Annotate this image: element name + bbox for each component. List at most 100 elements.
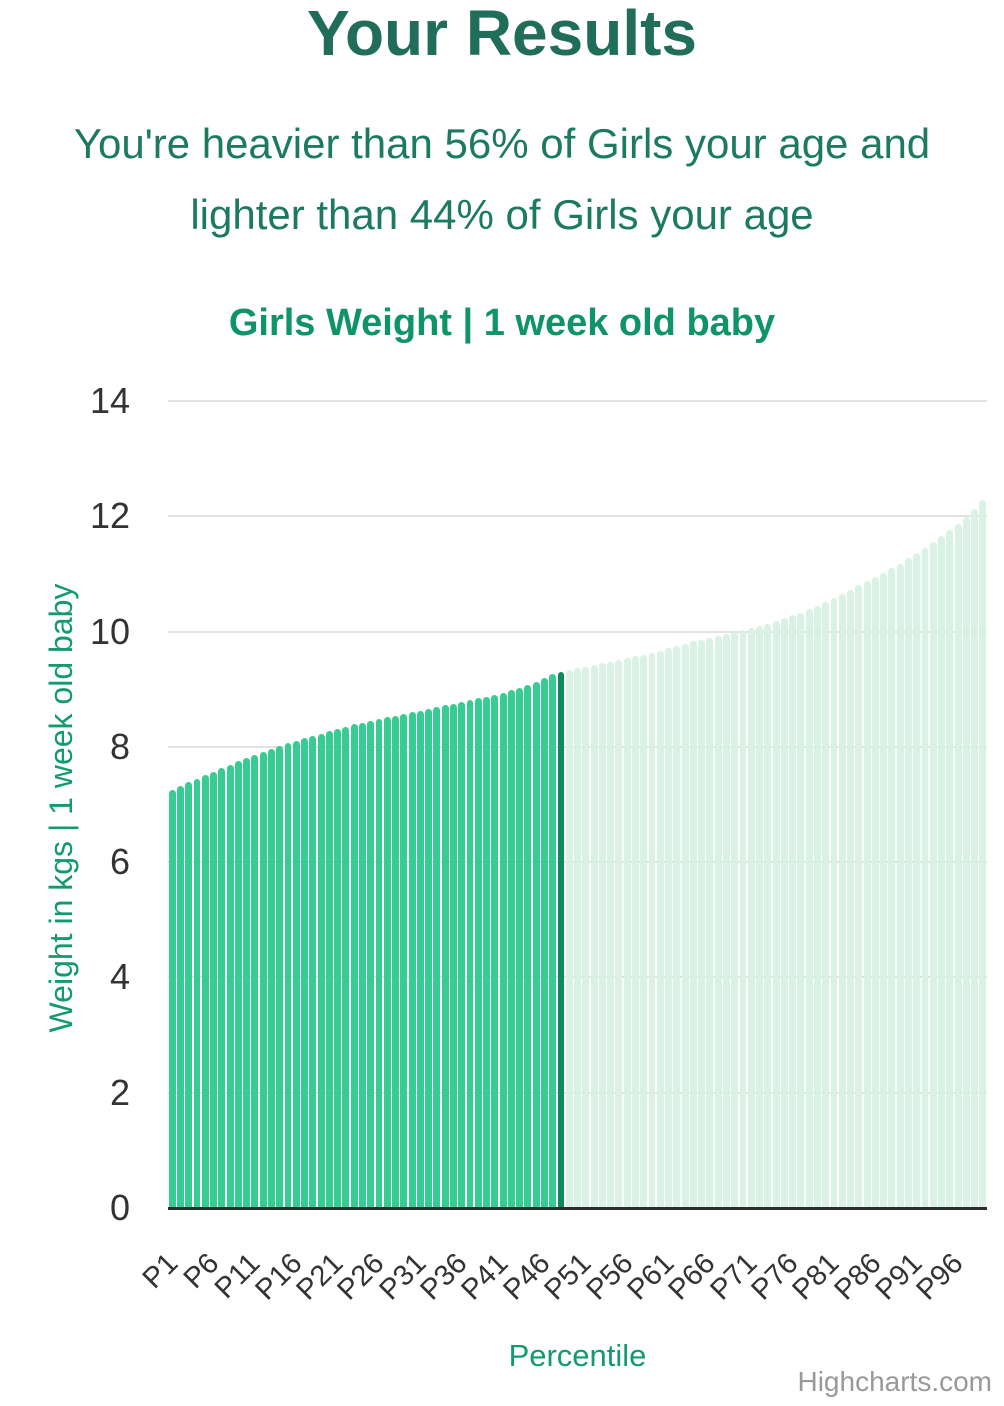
bar-P12[interactable]: [259, 752, 267, 1208]
bar-P51[interactable]: [582, 666, 590, 1208]
bar-P50[interactable]: [574, 668, 582, 1208]
bar-P45[interactable]: [532, 681, 540, 1208]
bar-P91[interactable]: [913, 553, 921, 1208]
bar-P4[interactable]: [193, 778, 201, 1208]
bar-P10[interactable]: [243, 757, 251, 1208]
bar-P56[interactable]: [623, 658, 631, 1208]
bar-P66[interactable]: [706, 637, 714, 1208]
bar-P18[interactable]: [309, 735, 317, 1208]
bar-P34[interactable]: [441, 705, 449, 1208]
bar-P44[interactable]: [524, 685, 532, 1208]
bar-P8[interactable]: [226, 764, 234, 1208]
bar-P13[interactable]: [267, 749, 275, 1208]
bar-P40[interactable]: [491, 694, 499, 1208]
bar-P90[interactable]: [904, 558, 912, 1208]
bar-P88[interactable]: [888, 568, 896, 1208]
bar-P55[interactable]: [615, 659, 623, 1208]
bar-P43[interactable]: [516, 688, 524, 1208]
bar-P27[interactable]: [383, 717, 391, 1208]
bar-P80[interactable]: [822, 601, 830, 1208]
bar-P67[interactable]: [714, 636, 722, 1208]
bar-P83[interactable]: [847, 589, 855, 1208]
bar-P63[interactable]: [681, 643, 689, 1208]
bar-P46[interactable]: [540, 678, 548, 1208]
bar-P47[interactable]: [549, 674, 557, 1208]
bar-P89[interactable]: [896, 563, 904, 1208]
bar-P62[interactable]: [673, 645, 681, 1208]
bar-P21[interactable]: [334, 729, 342, 1208]
bar-P61[interactable]: [665, 648, 673, 1208]
bar-P16[interactable]: [292, 740, 300, 1208]
bar-P92[interactable]: [921, 548, 929, 1208]
bar-P33[interactable]: [433, 707, 441, 1208]
bar-P9[interactable]: [234, 761, 242, 1208]
bar-P59[interactable]: [648, 652, 656, 1208]
bar-P85[interactable]: [863, 581, 871, 1208]
bar-P75[interactable]: [780, 618, 788, 1208]
bar-P19[interactable]: [317, 733, 325, 1208]
bar-P42[interactable]: [507, 690, 515, 1208]
bar-P7[interactable]: [218, 768, 226, 1208]
bar-P74[interactable]: [772, 621, 780, 1208]
bar-P15[interactable]: [284, 743, 292, 1208]
bar-P99[interactable]: [979, 500, 987, 1208]
bar-P1[interactable]: [168, 790, 176, 1208]
bar-P68[interactable]: [722, 633, 730, 1208]
bar-P28[interactable]: [392, 715, 400, 1208]
bar-P84[interactable]: [855, 585, 863, 1208]
bar-P97[interactable]: [962, 516, 970, 1208]
bar-P22[interactable]: [342, 726, 350, 1208]
bar-P20[interactable]: [325, 731, 333, 1208]
bar-P58[interactable]: [640, 654, 648, 1208]
bar-P57[interactable]: [631, 656, 639, 1208]
bar-P70[interactable]: [739, 629, 747, 1208]
bar-P6[interactable]: [210, 771, 218, 1208]
bar-P77[interactable]: [797, 612, 805, 1208]
bar-P31[interactable]: [416, 710, 424, 1208]
bar-P49[interactable]: [565, 669, 573, 1208]
bar-P36[interactable]: [458, 701, 466, 1208]
bar-P39[interactable]: [483, 696, 491, 1208]
bar-P32[interactable]: [425, 708, 433, 1208]
bar-P60[interactable]: [656, 650, 664, 1208]
bar-P26[interactable]: [375, 719, 383, 1208]
bar-P11[interactable]: [251, 754, 259, 1208]
bar-P17[interactable]: [301, 738, 309, 1208]
bar-P79[interactable]: [813, 605, 821, 1208]
bar-P82[interactable]: [838, 593, 846, 1208]
bar-P5[interactable]: [201, 775, 209, 1208]
bar-P73[interactable]: [764, 623, 772, 1208]
bar-P37[interactable]: [466, 700, 474, 1208]
bar-P2[interactable]: [176, 786, 184, 1208]
bar-P3[interactable]: [185, 782, 193, 1208]
bar-P38[interactable]: [474, 698, 482, 1208]
bar-P65[interactable]: [698, 639, 706, 1208]
bar-P25[interactable]: [367, 720, 375, 1208]
bar-P41[interactable]: [499, 692, 507, 1208]
bar-P29[interactable]: [400, 714, 408, 1208]
bar-P86[interactable]: [871, 577, 879, 1208]
highcharts-credit-link[interactable]: Highcharts.com: [797, 1366, 992, 1397]
bar-P95[interactable]: [946, 530, 954, 1208]
bar-P87[interactable]: [880, 572, 888, 1208]
bar-P30[interactable]: [408, 712, 416, 1208]
bar-P78[interactable]: [805, 609, 813, 1208]
bar-P64[interactable]: [689, 641, 697, 1208]
bar-P53[interactable]: [598, 663, 606, 1208]
bar-P81[interactable]: [830, 597, 838, 1208]
bar-P72[interactable]: [756, 625, 764, 1208]
bar-P98[interactable]: [971, 508, 979, 1208]
bar-P35[interactable]: [449, 703, 457, 1208]
bar-P23[interactable]: [350, 724, 358, 1208]
bar-P93[interactable]: [929, 542, 937, 1208]
bar-P48-user[interactable]: [557, 671, 565, 1208]
bar-P69[interactable]: [731, 631, 739, 1208]
bar-P54[interactable]: [607, 661, 615, 1208]
bar-P76[interactable]: [789, 615, 797, 1208]
bar-P94[interactable]: [938, 536, 946, 1208]
bar-P71[interactable]: [747, 628, 755, 1208]
bar-P96[interactable]: [954, 523, 962, 1208]
bar-P24[interactable]: [358, 722, 366, 1208]
bar-P14[interactable]: [276, 746, 284, 1208]
bar-P52[interactable]: [590, 665, 598, 1208]
